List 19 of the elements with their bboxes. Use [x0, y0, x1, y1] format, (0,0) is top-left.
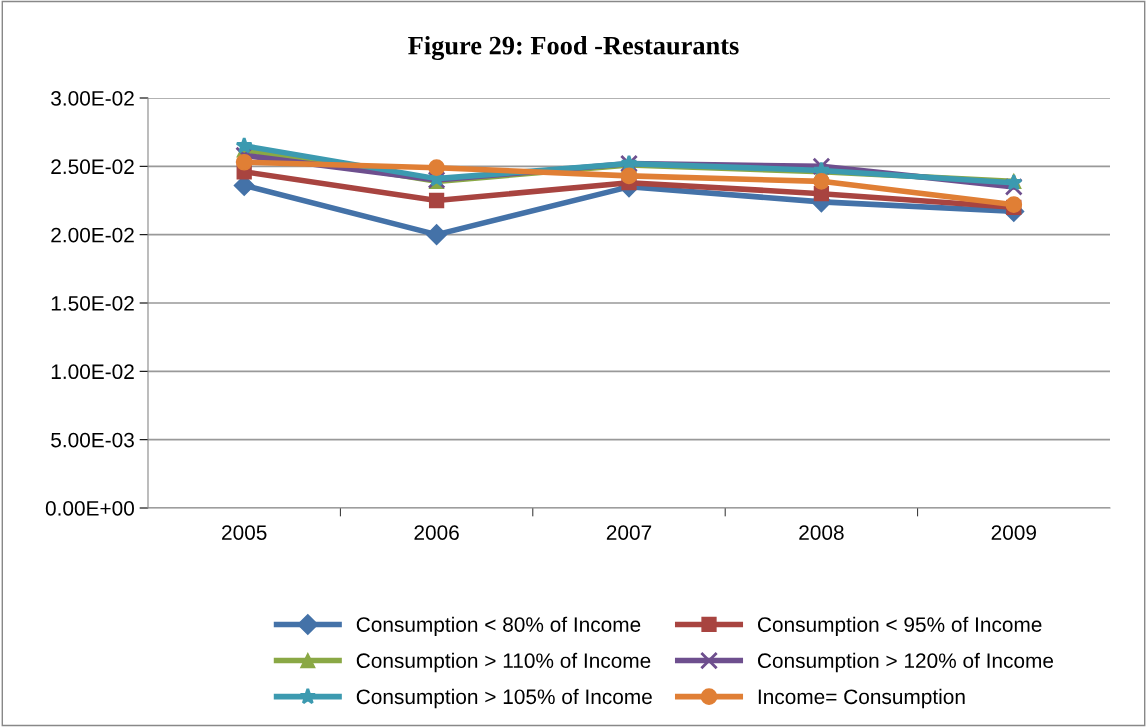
x-tick-label: 2005: [222, 525, 267, 540]
chart-title: Figure 29: Food -Restaurants: [408, 35, 739, 61]
legend-label: Consumption < 80% of Income: [356, 616, 641, 637]
legend-label: Income= Consumption: [758, 688, 965, 709]
legend-label: Consumption > 105% of Income: [356, 688, 652, 709]
y-tick-label: 2.50E-02: [51, 159, 134, 175]
x-tick-label: 2006: [414, 525, 459, 540]
y-tick-label: 1.50E-02: [51, 296, 134, 311]
legend-label: Consumption < 95% of Income: [757, 616, 1042, 637]
y-tick-label: 1.00E-02: [51, 364, 134, 380]
y-tick-label: 2.00E-02: [51, 227, 134, 243]
x-tick-label: 2007: [606, 525, 652, 540]
x-tick-label: 2008: [799, 525, 844, 540]
y-tick-label: 3.00E-02: [51, 91, 134, 106]
legend-label: Consumption > 110% of Income: [356, 652, 651, 673]
y-tick-label: 5.00E-03: [51, 432, 134, 448]
legend-label: Consumption > 120% of Income: [757, 652, 1054, 673]
y-tick-label: 0.00E+00: [45, 501, 134, 516]
x-tick-label: 2009: [991, 525, 1036, 540]
